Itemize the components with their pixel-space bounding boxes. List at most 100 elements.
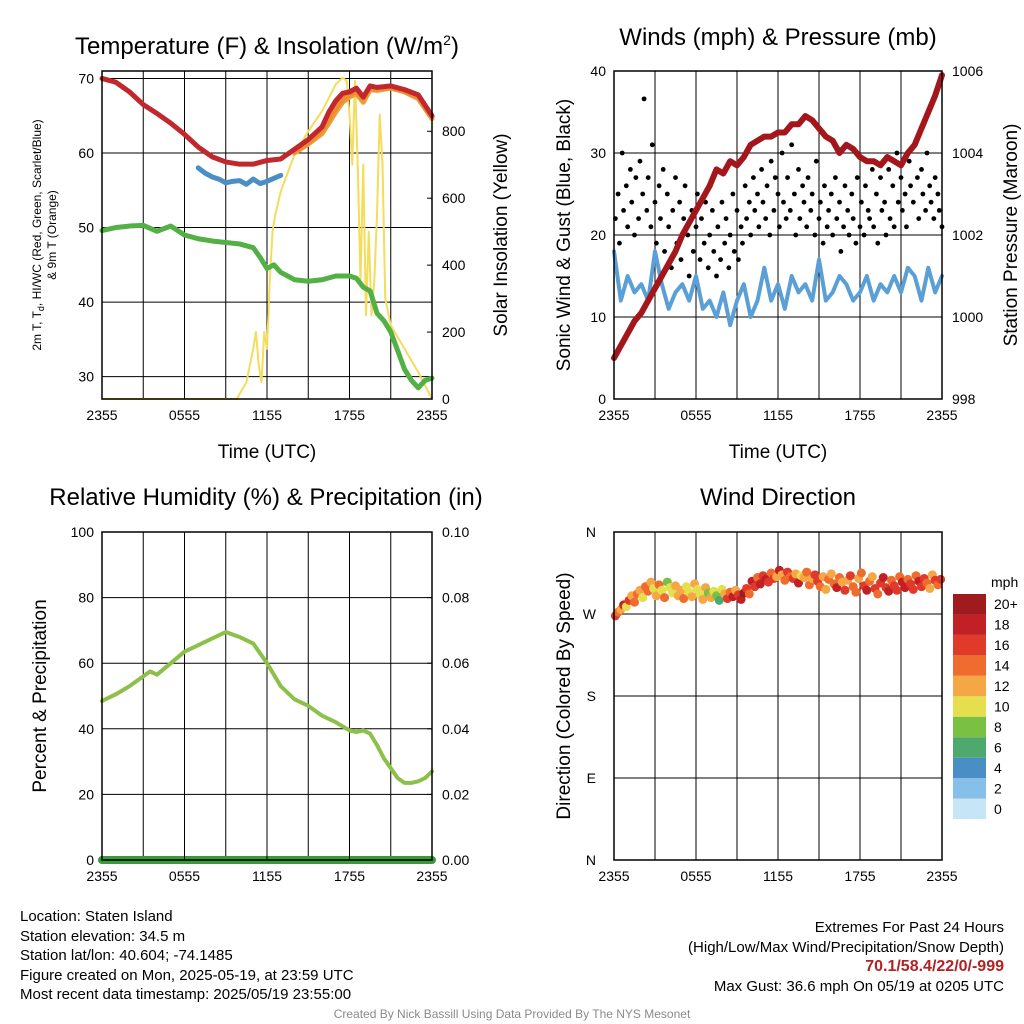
direction-point (925, 583, 935, 593)
gust-point (656, 183, 662, 189)
direction-point (714, 595, 724, 605)
direction-point (845, 571, 855, 581)
gust-point (854, 175, 860, 181)
gust-point (928, 199, 934, 205)
gust-point (841, 224, 846, 230)
gust-point (735, 257, 741, 262)
gust-point (882, 199, 887, 205)
direction-point (679, 594, 689, 604)
colorbar-swatch (953, 614, 986, 635)
extremes-values: 70.1/58.4/22/0/-999 (865, 958, 1004, 975)
gust-point (891, 224, 897, 230)
gust-point (644, 208, 650, 213)
gust-point (752, 208, 758, 213)
colorbar-label: 6 (994, 739, 1002, 755)
direction-point (884, 586, 894, 596)
direction-point (630, 597, 639, 607)
direction-point (936, 574, 946, 584)
temp-y2label: Solar Insolation (Yellow) (491, 133, 512, 336)
gust-point (787, 208, 793, 213)
x-tick-label: 2355 (598, 407, 629, 423)
gust-point (924, 150, 930, 156)
x-tick-label: 0555 (680, 407, 711, 423)
gust-point (653, 240, 659, 246)
gust-point (715, 224, 721, 230)
wdir-panel-title: Wind Direction (700, 484, 856, 511)
gust-point (623, 183, 629, 189)
x-tick-label: 1755 (334, 407, 365, 423)
gust-point (816, 216, 822, 222)
y2-tick-label: 600 (442, 190, 466, 206)
gust-point (628, 167, 633, 172)
y2-tick-label: 400 (442, 257, 466, 273)
winds-ylabel: Sonic Wind & Gust (Blue, Black) (554, 99, 575, 371)
gust-point (640, 191, 646, 197)
x-tick-label: 1755 (334, 868, 365, 884)
gust-point (804, 224, 810, 230)
dewpoint-line (99, 222, 435, 391)
gust-point (694, 191, 700, 197)
gust-point (801, 199, 807, 205)
colorbar-label: 8 (994, 719, 1002, 735)
gust-point (633, 175, 639, 181)
direction-point (826, 569, 836, 579)
colorbar-swatch (953, 757, 986, 779)
x-tick-label: 2355 (416, 407, 447, 423)
direction-point (698, 594, 708, 604)
direction-point (794, 578, 803, 588)
y2-tick-label: 0.06 (442, 655, 469, 671)
gust-point (858, 199, 864, 205)
gust-point (641, 96, 647, 102)
gust-point (678, 257, 684, 262)
gust-point (887, 216, 893, 222)
gust-point (719, 199, 725, 205)
gust-point (742, 183, 748, 189)
y2-tick-label: 1004 (952, 145, 983, 161)
x-tick-label: 1155 (252, 868, 282, 884)
direction-point (638, 593, 648, 603)
colorbar-swatch (953, 696, 986, 717)
gust-point (842, 183, 848, 189)
gust-point (837, 199, 842, 205)
y2-tick-label: 200 (442, 324, 466, 340)
y2-tick-label: 0.02 (442, 786, 469, 802)
direction-point (892, 585, 902, 595)
gust-point (797, 216, 803, 222)
colorbar-label: 10 (994, 699, 1010, 715)
gust-point (619, 150, 625, 156)
colorbar-label: 20+ (994, 596, 1018, 612)
direction-point (862, 585, 872, 595)
gust-point (682, 183, 688, 189)
x-tick-label: 0555 (169, 868, 200, 884)
gust-point (686, 273, 692, 279)
gust-point (772, 175, 778, 181)
gust-point (813, 158, 819, 164)
speed-colorbar: mph 0 2 4 6 8 10 12 14 16 18 20+ (953, 574, 1018, 819)
colorbar-swatch (953, 778, 986, 799)
temp-ylabel: 2m T, Td, HI/WC (Red, Green, Scarlet/Blu… (30, 119, 59, 350)
y2-tick-label: 0.04 (442, 721, 469, 737)
gust-point (853, 240, 859, 246)
svg-text:2m T, Td, HI/WC (Red, Green, S: 2m T, Td, HI/WC (Red, Green, Scarlet/Blu… (30, 119, 46, 350)
direction-point (873, 589, 883, 599)
gust-point (779, 150, 785, 156)
temp-plot: 2355 0555 1155 1755 2355 30 40 50 60 70 0 200 400 600… (78, 70, 466, 423)
gust-point (833, 175, 838, 181)
gust-point (899, 208, 905, 213)
gust-point (783, 216, 789, 222)
gust-point (775, 191, 781, 197)
gust-point (617, 240, 622, 246)
gust-point (701, 240, 707, 246)
gust-point (776, 224, 782, 230)
gust-point (726, 265, 732, 271)
gust-point (879, 208, 885, 213)
colorbar-label: 4 (994, 760, 1002, 776)
y-tick-label: W (583, 606, 597, 622)
gust-point (652, 199, 658, 205)
gust-point (915, 175, 920, 181)
gust-point (793, 232, 799, 238)
gust-point (822, 183, 827, 189)
gust-point (817, 199, 823, 205)
gust-point (895, 199, 901, 205)
